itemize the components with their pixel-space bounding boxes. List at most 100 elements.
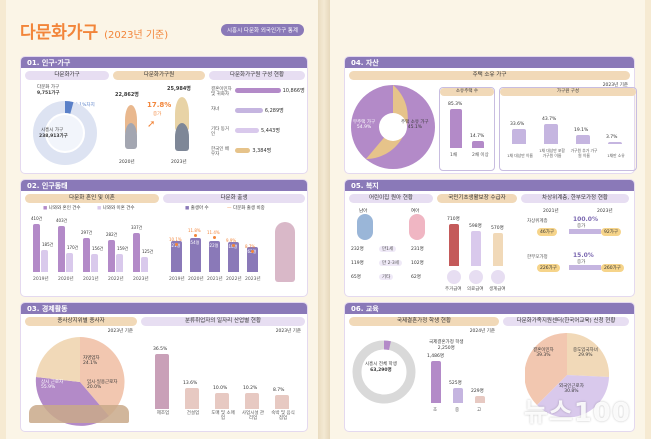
card-near-poverty: 차상위계층, 한부모가정 현황 2021년 2023년 차상위계층 46가구 100… — [521, 194, 629, 294]
composition-label: 기타 동거인 — [211, 127, 229, 137]
divorce-bar — [66, 252, 73, 272]
korean-education-pie — [525, 333, 609, 417]
birth-share-point — [175, 242, 178, 246]
section-header: 01. 인구·가구 — [21, 57, 307, 68]
student-bar — [431, 361, 441, 403]
boys-label: 남아 — [359, 209, 368, 214]
card-basic-livelihood: 국민기초생활보장 수급자 710명 598명 570명 주거급여 의료급여 생계급여 — [437, 194, 517, 294]
livelihood-bar — [471, 230, 481, 266]
year-label: 2022년 — [226, 277, 242, 282]
composition-label: 한국인 배우자 — [211, 147, 229, 157]
girls-count: 102명 — [411, 261, 424, 266]
composition-label: 1채 대상만 이름 — [507, 152, 533, 158]
composition-value: 43.7% — [542, 117, 557, 123]
composition-label: 결혼이민자 및 귀화자 — [211, 87, 232, 97]
growth-label: 증가 — [153, 112, 162, 117]
birth-value: 318명 — [226, 244, 237, 250]
divorce-value: 125건 — [142, 249, 154, 255]
page-title: 다문화가구 (2023년 기준) — [20, 23, 169, 43]
birth-value: 262명 — [245, 249, 256, 255]
birth-bar — [190, 238, 201, 272]
marriage-bar — [83, 237, 90, 272]
divorce-value: 185건 — [42, 242, 54, 248]
birth-share-point — [232, 244, 235, 248]
legend-divorce: ■ 나와와 이혼 건수 — [97, 206, 135, 211]
industry-bar — [155, 353, 169, 409]
livelihood-value: 710명 — [447, 217, 460, 223]
legend-birth-share: — 다문화 출생 비중 — [227, 206, 265, 211]
section-header: 06. 교육 — [345, 303, 634, 314]
card-note: 2023년 기준 — [602, 83, 628, 88]
card-title: 분류취업자의 일자리 산업별 현황 — [141, 317, 305, 326]
livelihood-icon — [491, 270, 505, 284]
composition-value: 33.6% — [510, 121, 525, 127]
student-value: 229명 — [471, 389, 484, 395]
card-title: 다문화가구원 — [113, 71, 205, 80]
birth-share-point — [194, 234, 197, 237]
industry-value: 10.0% — [213, 386, 228, 392]
pct-change-label: 증가 — [577, 260, 586, 265]
year-2020: 2020년 — [119, 160, 135, 165]
pie-a-label: 상시 근로자 55.9% — [41, 380, 64, 390]
owned-value: 85.3% — [448, 102, 463, 108]
birth-share-value: 11.4% — [207, 230, 220, 236]
home-ownership-donut — [351, 85, 435, 169]
student-level: 고 — [477, 408, 482, 413]
person-figure-2023 — [175, 97, 189, 131]
livelihood-bar — [449, 224, 459, 266]
year-label: 2019년 — [33, 277, 49, 282]
industry-label: 도매 및 소매업 — [211, 411, 235, 421]
center-value: 9,751가구 — [37, 91, 60, 96]
composition-label: 자녀 — [211, 107, 220, 112]
pie-a-label: 결혼이민자 39.3% — [533, 348, 554, 358]
card-note: 2023년 기준 — [275, 329, 301, 334]
boy-illustration — [357, 214, 373, 240]
livelihood-label: 의료급여 — [467, 287, 484, 292]
card-note: 2024년 기준 — [469, 329, 495, 334]
value-2023: 25,984명 — [167, 86, 191, 92]
card-students: 국제결혼가정 학생 현황 2024년 기준 시흥시 전체 학생 63,290명 국… — [349, 317, 499, 429]
owned-bar — [450, 109, 462, 148]
composition-bar — [235, 148, 251, 153]
composition-label: 1채만 소유 — [607, 152, 625, 158]
card-title: 어린이집 원아 현황 — [349, 194, 433, 203]
industry-value: 8.7% — [273, 388, 285, 394]
industry-bar-chart: 36.5% 13.6% 10.0% 10.2% 8.7% — [147, 341, 299, 409]
students-ring-chart — [352, 340, 416, 404]
birth-value: 322명 — [207, 243, 219, 249]
card-household-members: 다문화가구원 22,862명 25,984명 17.8% 증가 ➚ 2020년 … — [113, 71, 205, 171]
composition-bar — [544, 124, 558, 144]
member-composition-chart: 33.6% 1채 대상만 이름 43.7% 1채 대상만 포함 가구원 이름 19.1%… — [504, 100, 634, 158]
birth-share-value: 9.9% — [226, 238, 237, 244]
household-ring-chart — [33, 101, 97, 165]
livelihood-label: 생계급여 — [489, 287, 506, 292]
card-title: 다문화가구원 구성 현황 — [209, 71, 305, 80]
composition-bar — [235, 88, 281, 93]
section-education: 06. 교육 국제결혼가정 학생 현황 2024년 기준 시흥시 전체 학생 63… — [344, 302, 635, 432]
owned-count-chart: 85.3% 1채 14.7% 2채 이상 — [444, 100, 492, 158]
boys-count: 65명 — [351, 275, 361, 280]
boys-count: 119명 — [351, 261, 364, 266]
donut-a-label: 무주택 가구 54.9% — [353, 120, 376, 130]
livelihood-value: 570명 — [491, 225, 504, 231]
industry-bar — [185, 387, 199, 409]
birth-share-point — [213, 236, 216, 240]
section-vital-stats: 02. 인구동태 다문화 혼인 및 이혼 ■ 나와와 혼인 건수 ■ 나와와 이… — [20, 179, 308, 297]
card-title: 국제결혼가정 학생 현황 — [349, 317, 499, 326]
card-member-composition: 다문화가구원 구성 현황 결혼이민자 및 귀화자 10,866명 자녀 6,289명 기… — [209, 71, 305, 171]
box-title: 소유주택 수 — [440, 88, 494, 96]
birth-bar — [247, 246, 258, 272]
news-watermark: 뉴스100 — [523, 398, 631, 428]
value-2023: 260가구 — [601, 264, 624, 272]
industry-bar — [275, 395, 289, 409]
card-births: 다문화 출생 ■ 출생아 수 — 다문화 출생 비중 321명10.1% 2019… — [163, 194, 305, 294]
card-title: 다문화가구 — [25, 71, 109, 80]
section-population: 01. 인구·가구 다문화가구 다문화 가구 9,751가구 4.1%차지 시흥… — [20, 56, 308, 174]
growth-value: 17.8% — [147, 101, 172, 109]
marriage-divorce-chart: 410건 185건 2019년 403건 170건 2020년 297건 156건 2021년 2… — [29, 216, 155, 284]
composition-bar — [512, 128, 526, 144]
value-2023: 92가구 — [601, 228, 622, 236]
card-industry: 분류취업자의 일자리 산업별 현황 2023년 기준 36.5% 13.6% 10.… — [141, 317, 305, 429]
birth-value: 354명 — [188, 240, 200, 246]
year-label: 2022년 — [108, 277, 124, 282]
